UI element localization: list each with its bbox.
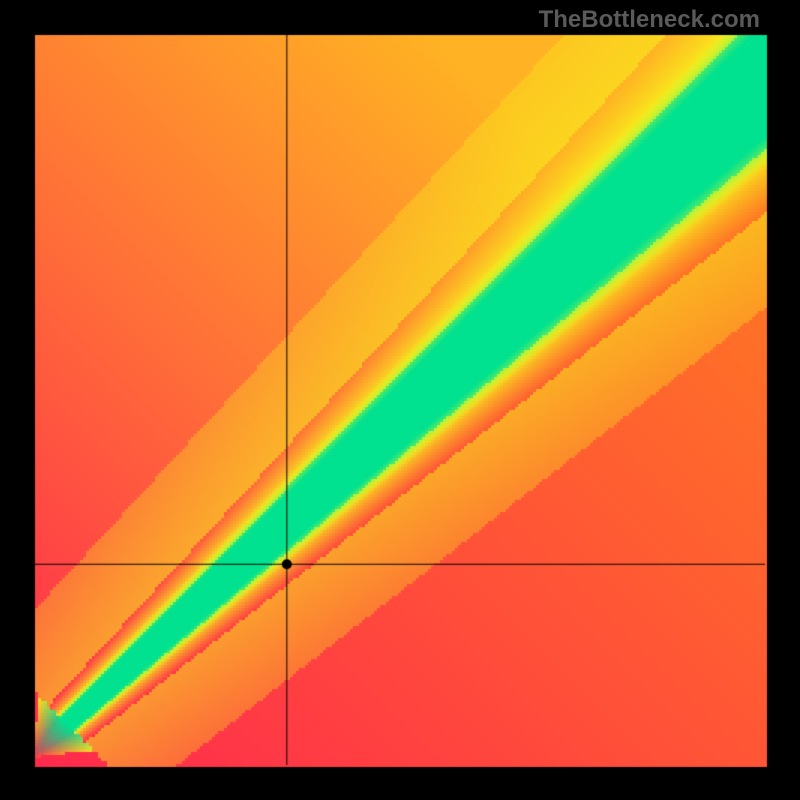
heatmap-canvas (0, 0, 800, 800)
watermark-label: TheBottleneck.com (539, 6, 760, 34)
chart-container: TheBottleneck.com (0, 0, 800, 800)
